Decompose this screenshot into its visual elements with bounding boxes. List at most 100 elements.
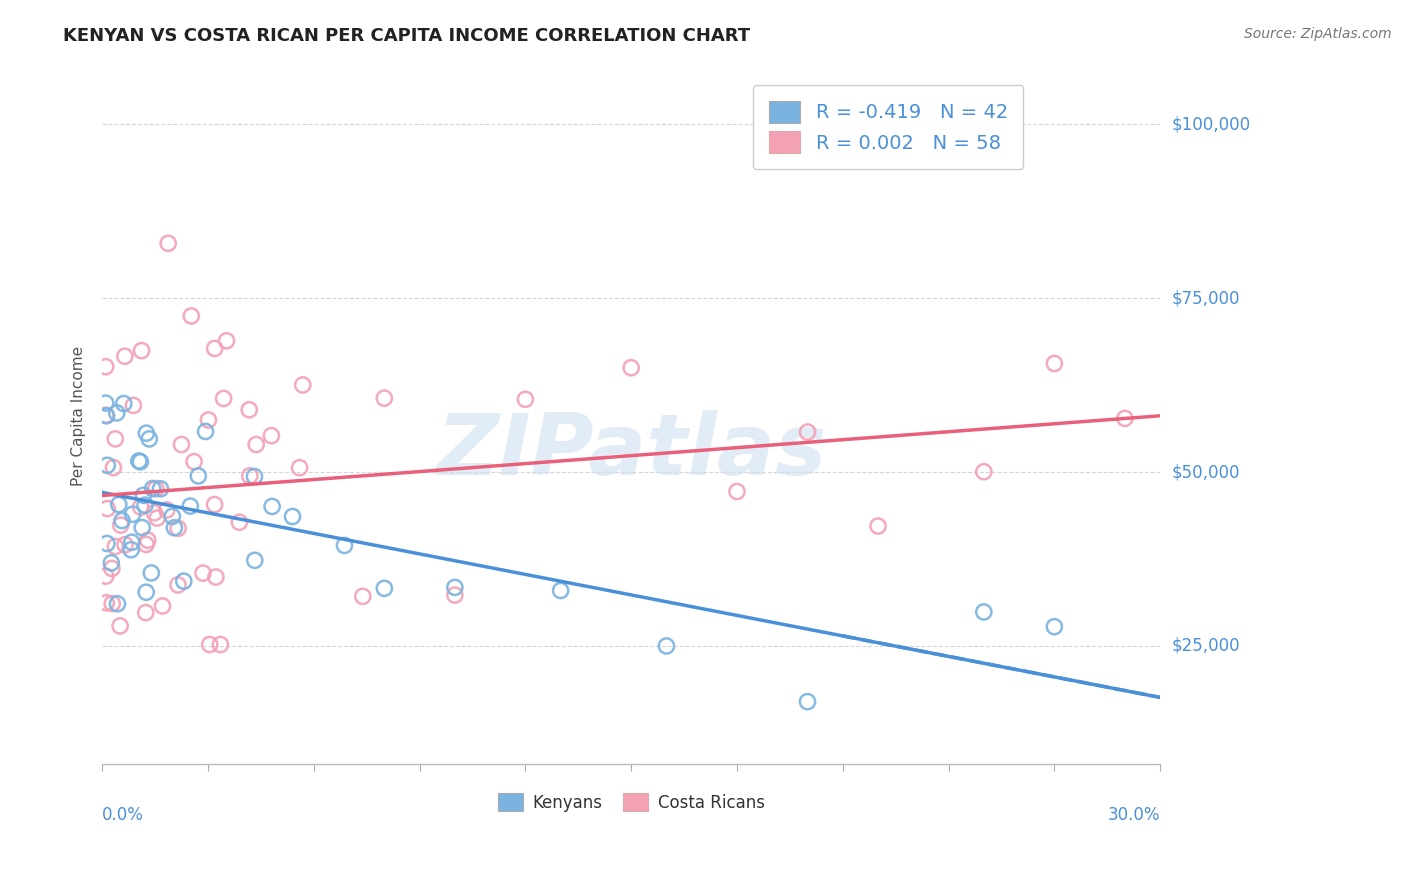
Text: $75,000: $75,000: [1171, 289, 1240, 307]
Point: [142, 482, 165, 496]
Point: [655, 639, 678, 653]
Point: [725, 484, 748, 499]
Point: [162, 509, 184, 524]
Point: [128, 454, 150, 468]
Point: [157, 236, 180, 251]
Point: [238, 402, 260, 417]
Point: [1114, 411, 1136, 425]
Point: [114, 349, 136, 363]
Point: [204, 498, 226, 512]
Point: [108, 498, 131, 512]
Point: [96, 596, 118, 610]
Point: [197, 413, 219, 427]
Point: [191, 566, 214, 581]
Point: [94, 569, 117, 583]
Point: [120, 542, 142, 557]
Text: 0.0%: 0.0%: [103, 806, 143, 824]
Point: [101, 597, 124, 611]
Point: [243, 553, 266, 567]
Point: [132, 488, 155, 502]
Point: [107, 597, 129, 611]
Point: [146, 511, 169, 525]
Text: $100,000: $100,000: [1171, 115, 1250, 133]
Point: [262, 500, 284, 514]
Point: [96, 501, 118, 516]
Point: [152, 599, 174, 613]
Point: [198, 638, 221, 652]
Point: [796, 425, 818, 439]
Point: [260, 428, 283, 442]
Legend: Kenyans, Costa Ricans: Kenyans, Costa Ricans: [491, 787, 772, 819]
Point: [135, 606, 157, 620]
Point: [141, 566, 163, 580]
Point: [180, 309, 202, 323]
Point: [135, 426, 157, 441]
Point: [194, 425, 217, 439]
Point: [94, 409, 117, 423]
Text: 30.0%: 30.0%: [1108, 806, 1160, 824]
Point: [143, 506, 166, 520]
Point: [973, 465, 995, 479]
Point: [104, 432, 127, 446]
Point: [114, 538, 136, 552]
Point: [163, 521, 186, 535]
Point: [796, 695, 818, 709]
Point: [134, 498, 156, 512]
Point: [103, 460, 125, 475]
Point: [228, 515, 250, 529]
Point: [973, 605, 995, 619]
Point: [105, 406, 128, 420]
Point: [179, 499, 201, 513]
Point: [149, 482, 172, 496]
Point: [212, 392, 235, 406]
Point: [94, 359, 117, 374]
Point: [129, 455, 152, 469]
Point: [173, 574, 195, 589]
Text: $50,000: $50,000: [1171, 463, 1240, 481]
Point: [111, 514, 134, 528]
Point: [1043, 356, 1066, 370]
Point: [183, 455, 205, 469]
Point: [100, 556, 122, 570]
Point: [444, 581, 467, 595]
Point: [281, 509, 304, 524]
Point: [104, 540, 127, 554]
Point: [620, 360, 643, 375]
Point: [135, 585, 157, 599]
Point: [145, 482, 167, 496]
Point: [121, 507, 143, 521]
Point: [550, 583, 572, 598]
Point: [135, 537, 157, 551]
Point: [170, 437, 193, 451]
Point: [245, 437, 267, 451]
Point: [239, 469, 262, 483]
Point: [112, 396, 135, 410]
Point: [156, 503, 179, 517]
Point: [333, 539, 356, 553]
Point: [108, 619, 131, 633]
Point: [96, 536, 118, 550]
Point: [352, 590, 374, 604]
Point: [373, 391, 395, 405]
Point: [515, 392, 537, 407]
Point: [96, 458, 118, 473]
Point: [209, 638, 232, 652]
Point: [110, 518, 132, 533]
Point: [136, 533, 159, 548]
Y-axis label: Per Capita Income: Per Capita Income: [72, 346, 86, 486]
Point: [444, 588, 467, 602]
Point: [122, 399, 145, 413]
Point: [138, 432, 160, 446]
Point: [94, 396, 117, 410]
Point: [96, 409, 118, 423]
Point: [204, 342, 226, 356]
Point: [866, 519, 889, 533]
Point: [291, 378, 314, 392]
Point: [205, 570, 228, 584]
Text: KENYAN VS COSTA RICAN PER CAPITA INCOME CORRELATION CHART: KENYAN VS COSTA RICAN PER CAPITA INCOME …: [63, 27, 751, 45]
Point: [1043, 620, 1066, 634]
Point: [243, 469, 266, 483]
Point: [131, 521, 153, 535]
Point: [288, 460, 311, 475]
Point: [215, 334, 238, 348]
